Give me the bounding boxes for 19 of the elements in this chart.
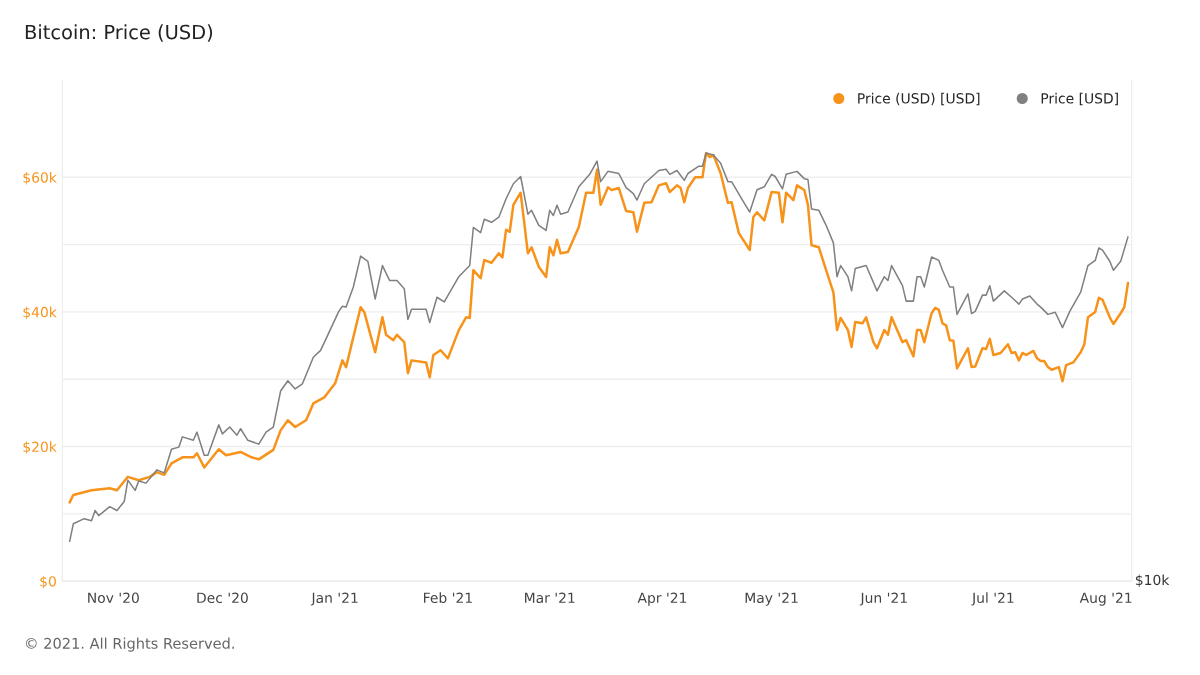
x-tick-label: Jan '21 [310, 592, 358, 606]
x-tick-label: Mar '21 [525, 592, 575, 604]
y-tick-label: $0 [40, 575, 56, 589]
legend-label: Price [USD] [1041, 92, 1118, 106]
x-tick-label: May '21 [745, 592, 798, 606]
y-tick-label: $40k [23, 306, 57, 320]
chart-title: Bitcoin: Price (USD) [25, 24, 213, 42]
x-tick-label: Apr '21 [637, 592, 687, 606]
x-tick-label: Dec '20 [197, 592, 248, 604]
y-tick-label: $20k [23, 441, 57, 454]
text: © 2021. All Rights Reserved. [26, 637, 234, 652]
x-tick-label: Jul '21 [971, 592, 1014, 606]
x-tick-label: Nov '20 [88, 592, 139, 604]
legend-label: Price (USD) [USD] [858, 92, 980, 106]
x-tick-label: Aug '21 [1079, 592, 1132, 606]
y-tick-label: $60k [23, 171, 57, 185]
x-tick-label: Jun '21 [859, 592, 907, 606]
text: $10k [1135, 574, 1170, 588]
x-tick-label: Feb '21 [424, 592, 472, 604]
